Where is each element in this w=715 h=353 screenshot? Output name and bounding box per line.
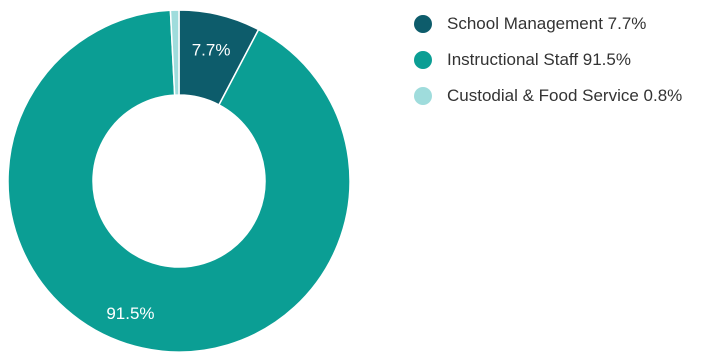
legend-swatch-custodial-food-service	[414, 87, 432, 105]
legend-label-school-management: School Management 7.7%	[447, 14, 647, 33]
legend-item-custodial-food-service[interactable]: Custodial & Food Service 0.8%	[414, 78, 682, 114]
legend-label-instructional-staff: Instructional Staff 91.5%	[447, 50, 631, 69]
legend-swatch-instructional-staff	[414, 51, 432, 69]
slice-instructional-staff[interactable]	[7, 9, 351, 353]
donut-chart: 7.7% 91.5%	[7, 9, 351, 353]
chart-legend: School Management 7.7% Instructional Sta…	[414, 6, 682, 114]
data-label-instructional-staff: 91.5%	[106, 304, 154, 323]
legend-item-instructional-staff[interactable]: Instructional Staff 91.5%	[414, 42, 682, 78]
data-label-school-management: 7.7%	[192, 40, 231, 59]
slice-custodial-food-service[interactable]	[169, 9, 180, 96]
legend-swatch-school-management	[414, 15, 432, 33]
legend-item-school-management[interactable]: School Management 7.7%	[414, 6, 682, 42]
legend-label-custodial-food-service: Custodial & Food Service 0.8%	[447, 86, 683, 105]
